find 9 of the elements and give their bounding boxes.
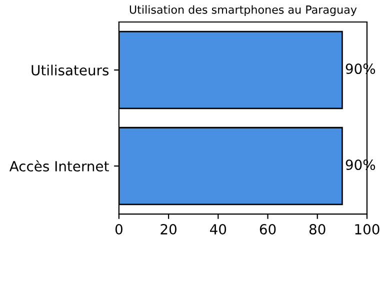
x-tick-label: 0 [115, 224, 122, 235]
x-tick-label: 100 [355, 224, 380, 235]
x-tick-label: 20 [160, 224, 176, 235]
y-tick-label: Accès Internet [9, 160, 109, 172]
y-tick-label: Utilisateurs [32, 64, 109, 76]
x-tick-label: 80 [309, 224, 326, 235]
x-tick-label: 40 [210, 224, 226, 235]
x-tick-label: 60 [260, 224, 276, 235]
chart-title: Utilisation des smartphones au Paraguay [130, 5, 357, 16]
